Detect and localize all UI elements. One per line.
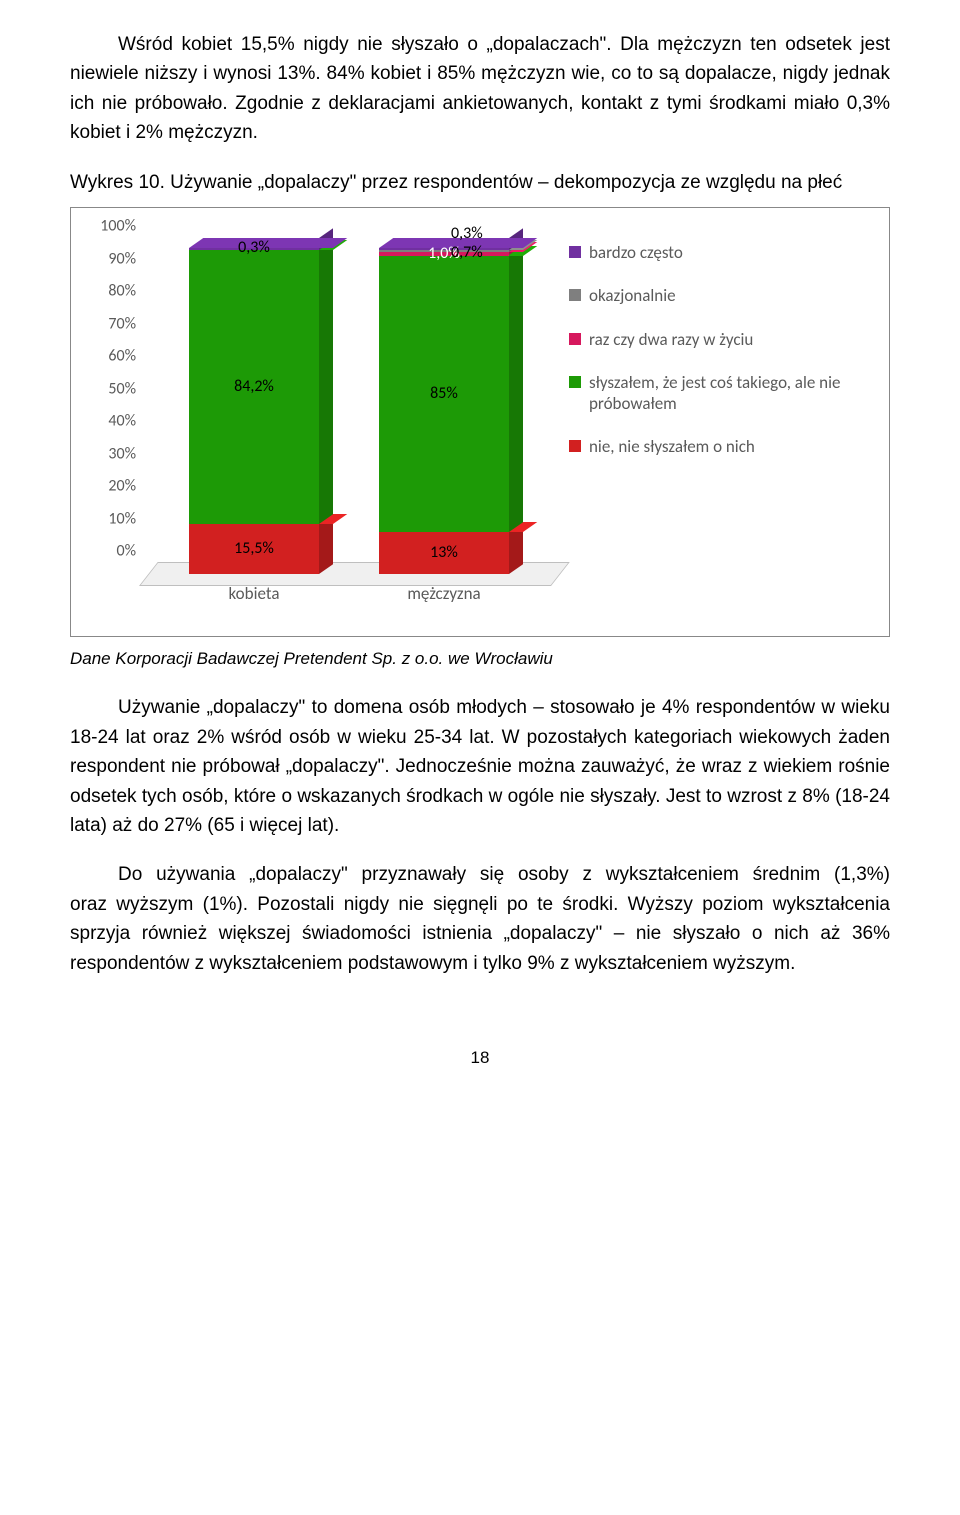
chart-value-label: 13% bbox=[379, 543, 509, 562]
legend-label: raz czy dwa razy w życiu bbox=[589, 329, 753, 350]
chart-x-label: mężczyzna bbox=[379, 583, 509, 604]
chart-value-label: 85% bbox=[379, 384, 509, 403]
paragraph-intro: Wśród kobiet 15,5% nigdy nie słyszało o … bbox=[70, 30, 890, 148]
y-tick: 50% bbox=[81, 379, 136, 398]
paragraph-3: Do używania „dopalaczy" przyznawały się … bbox=[70, 860, 890, 978]
legend-label: słyszałem, że jest coś takiego, ale nie … bbox=[589, 372, 879, 415]
legend-swatch bbox=[569, 376, 581, 388]
y-tick: 0% bbox=[81, 542, 136, 561]
legend-swatch bbox=[569, 289, 581, 301]
chart-legend: bardzo często okazjonalnie raz czy dwa raz… bbox=[541, 220, 879, 626]
chart-float-label: 0,7% bbox=[451, 243, 483, 262]
y-tick: 30% bbox=[81, 444, 136, 463]
y-tick: 60% bbox=[81, 347, 136, 366]
chart-bar-segment: 84,2% bbox=[189, 250, 319, 524]
legend-item: słyszałem, że jest coś takiego, ale nie … bbox=[569, 372, 879, 415]
y-tick: 80% bbox=[81, 282, 136, 301]
chart-float-label: 0,3% bbox=[451, 224, 483, 243]
chart-bar-segment: 15,5% bbox=[189, 524, 319, 574]
y-tick: 100% bbox=[81, 217, 136, 236]
legend-swatch bbox=[569, 246, 581, 258]
chart-y-axis: 100% 90% 80% 70% 60% 50% 40% 30% 20% 10% 0% bbox=[81, 220, 139, 586]
legend-item: nie, nie słyszałem o nich bbox=[569, 436, 879, 457]
chart-plot-area: 100% 90% 80% 70% 60% 50% 40% 30% 20% 10% 0% 15,5% 8… bbox=[81, 220, 541, 626]
chart-value-label: 15,5% bbox=[189, 539, 319, 558]
legend-label: nie, nie słyszałem o nich bbox=[589, 436, 755, 457]
chart-x-label: kobieta bbox=[189, 583, 319, 604]
chart-bar-segment: 0,3% bbox=[189, 248, 319, 250]
chart-bar-segment: 1,0% bbox=[379, 252, 509, 255]
page-number: 18 bbox=[70, 1048, 890, 1068]
chart-container: 100% 90% 80% 70% 60% 50% 40% 30% 20% 10% 0% 15,5% 8… bbox=[70, 207, 890, 637]
chart-title: Wykres 10. Używanie „dopalaczy" przez re… bbox=[70, 168, 890, 197]
chart-bars-zone: 15,5%84,2%0,3%kobieta13%85%1,0%mężczyzna… bbox=[149, 226, 541, 586]
legend-swatch bbox=[569, 333, 581, 345]
chart-bar: 15,5%84,2%0,3%kobieta bbox=[189, 249, 319, 574]
legend-swatch bbox=[569, 440, 581, 452]
paragraph-2: Używanie „dopalaczy" to domena osób młod… bbox=[70, 693, 890, 840]
y-tick: 90% bbox=[81, 249, 136, 268]
legend-item: raz czy dwa razy w życiu bbox=[569, 329, 879, 350]
chart-value-label: 84,2% bbox=[189, 377, 319, 396]
legend-label: okazjonalnie bbox=[589, 285, 676, 306]
y-tick: 10% bbox=[81, 509, 136, 528]
legend-label: bardzo często bbox=[589, 242, 683, 263]
legend-item: okazjonalnie bbox=[569, 285, 879, 306]
chart-bar: 13%85%1,0%mężczyzna bbox=[379, 249, 509, 574]
y-tick: 70% bbox=[81, 314, 136, 333]
chart-value-label: 1,0% bbox=[379, 244, 509, 263]
legend-item: bardzo często bbox=[569, 242, 879, 263]
chart-bar-segment: 13% bbox=[379, 532, 509, 574]
y-tick: 20% bbox=[81, 477, 136, 496]
y-tick: 40% bbox=[81, 412, 136, 431]
chart-bar-segment: 85% bbox=[379, 256, 509, 532]
chart-value-label: 0,3% bbox=[189, 238, 319, 257]
chart-source: Dane Korporacji Badawczej Pretendent Sp.… bbox=[70, 649, 890, 669]
